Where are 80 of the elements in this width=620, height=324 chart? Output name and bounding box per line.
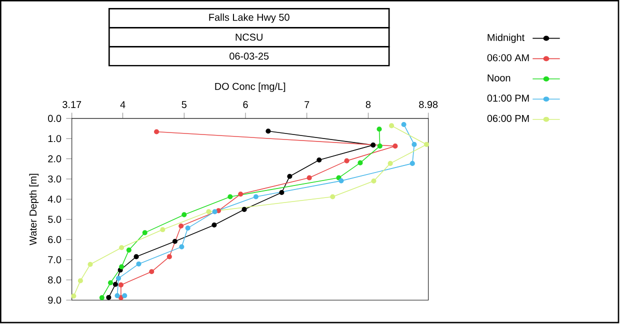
y-tick-label: 5.0 <box>48 216 62 223</box>
y-tick-label: 0.0 <box>48 114 62 122</box>
point <box>376 126 382 132</box>
point <box>424 142 430 147</box>
point <box>371 178 376 184</box>
x-axis-title: DO Conc [mg/L] <box>215 82 286 92</box>
point <box>338 178 344 184</box>
y-tick-label: 9.0 <box>48 296 62 304</box>
y-axis-title: Water Depth [m] <box>29 174 39 246</box>
y-tick-label: 1.0 <box>48 135 62 142</box>
point <box>126 247 132 253</box>
legend-label: Noon <box>488 74 510 82</box>
point <box>182 212 187 218</box>
point <box>179 244 184 250</box>
point <box>377 144 382 149</box>
point <box>212 222 217 228</box>
x-tick-label: 8 <box>366 100 371 108</box>
legend-label: Midnight <box>488 34 525 43</box>
point <box>242 206 247 212</box>
point <box>160 227 166 232</box>
point <box>279 190 284 196</box>
chart-title: Falls Lake Hwy 50 <box>209 13 290 23</box>
point <box>118 282 124 288</box>
point <box>412 142 417 147</box>
point <box>266 128 271 134</box>
point <box>142 230 148 236</box>
point <box>178 223 184 229</box>
point <box>388 160 393 166</box>
point <box>119 245 124 250</box>
point <box>149 269 154 274</box>
y-tick-label: 6.0 <box>48 236 62 244</box>
x-tick-label: 5 <box>182 101 186 108</box>
point <box>287 174 292 179</box>
point <box>78 278 83 284</box>
point <box>106 294 112 300</box>
legend-label: 06:00 PM <box>487 114 529 122</box>
point <box>392 144 398 149</box>
point <box>389 123 394 128</box>
x-tick-label: 8.98 <box>419 100 438 108</box>
point <box>134 254 139 260</box>
point <box>122 293 128 298</box>
point <box>99 295 104 300</box>
point <box>112 282 118 287</box>
point <box>212 209 218 214</box>
point <box>358 160 363 166</box>
y-tick-label: 3.0 <box>48 175 62 182</box>
point <box>306 175 312 180</box>
point <box>166 254 172 260</box>
point <box>71 294 76 299</box>
point <box>119 264 124 270</box>
point <box>344 158 350 164</box>
point <box>114 293 120 298</box>
point <box>370 142 376 148</box>
point <box>316 157 322 163</box>
point <box>108 280 114 286</box>
point <box>253 194 258 200</box>
x-tick-label: 4 <box>120 101 126 108</box>
point <box>185 225 190 231</box>
point <box>330 194 336 200</box>
point <box>228 194 233 200</box>
point <box>238 192 244 197</box>
point <box>116 276 122 281</box>
legend-label: 06:00 AM <box>487 54 529 62</box>
point <box>136 261 142 266</box>
y-tick-label: 4.0 <box>48 196 62 203</box>
chart-subtitle: NCSU <box>236 34 262 41</box>
point <box>154 129 160 134</box>
x-tick-label: 7 <box>304 101 310 108</box>
y-tick-label: 8.0 <box>48 276 62 284</box>
legend-label: 01:00 PM <box>487 94 529 102</box>
y-tick-label: 2.0 <box>48 155 62 162</box>
x-tick-label: 6 <box>243 100 248 108</box>
point <box>88 262 93 267</box>
text: 06-03-25 <box>230 52 269 60</box>
point <box>410 160 415 166</box>
x-tick-label: 3.17 <box>62 100 82 108</box>
point <box>206 209 212 214</box>
point <box>172 238 178 244</box>
point <box>401 122 406 127</box>
y-tick-label: 7.0 <box>48 256 62 264</box>
